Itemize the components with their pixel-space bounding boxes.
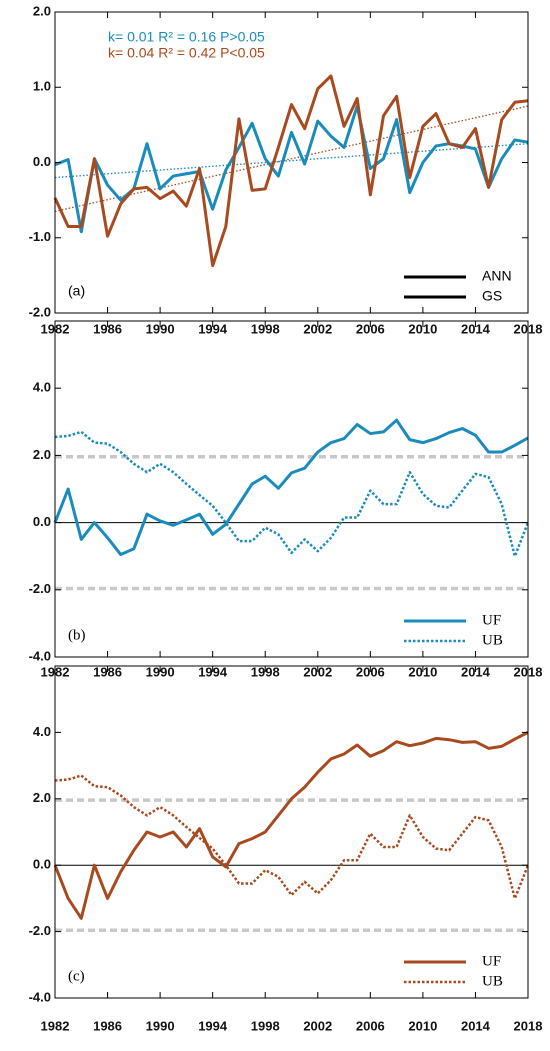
x-tick-label: 2018 <box>514 1018 543 1033</box>
y-tick-label: 2.0 <box>33 3 51 18</box>
x-tick-label: 1982 <box>41 1018 70 1033</box>
trend-line <box>54 143 529 179</box>
y-tick-label: -4.0 <box>29 989 51 1004</box>
panel-label: (c) <box>68 968 85 984</box>
series-line <box>54 430 530 558</box>
legend-label: UB <box>482 973 503 989</box>
x-tick-label: 1986 <box>93 1018 122 1033</box>
y-tick-label: 0.0 <box>33 514 51 529</box>
legend-label: UB <box>482 632 503 648</box>
y-tick-label: -2.0 <box>29 304 51 319</box>
panel-label: (b) <box>68 627 86 643</box>
y-tick-label: 2.0 <box>33 790 51 805</box>
x-tick-label: 2014 <box>461 321 491 336</box>
y-tick-label: 0.0 <box>33 154 51 169</box>
series-line <box>53 418 529 557</box>
x-tick-label: 1994 <box>198 1018 228 1033</box>
x-tick-label: 1990 <box>146 1018 175 1033</box>
y-tick-label: -4.0 <box>29 648 51 663</box>
y-tick-label: -1.0 <box>29 229 51 244</box>
legend-label: GS <box>482 288 502 304</box>
legend-label: UF <box>482 612 501 628</box>
x-tick-label: 1986 <box>93 321 122 336</box>
x-tick-label: 1998 <box>251 321 280 336</box>
x-tick-label: 1998 <box>251 1018 280 1033</box>
x-tick-label: 2014 <box>461 1018 491 1033</box>
x-tick-label: 1994 <box>198 321 228 336</box>
plot-frame <box>54 320 529 658</box>
x-tick-label: 2002 <box>303 321 332 336</box>
y-tick-label: -2.0 <box>29 923 51 938</box>
series-line <box>54 774 530 900</box>
y-tick-label: 4.0 <box>33 380 51 395</box>
plot-frame <box>54 665 529 999</box>
x-tick-label: 1990 <box>146 321 175 336</box>
legend-label: UF <box>482 953 501 969</box>
x-tick-label: 2002 <box>303 1018 332 1033</box>
panel-label: (a) <box>68 283 85 299</box>
y-tick-label: -2.0 <box>29 581 51 596</box>
x-tick-label: 2010 <box>408 321 437 336</box>
series-line <box>53 74 529 268</box>
x-tick-label: 2010 <box>408 1018 437 1033</box>
annotation: k= 0.01 R² = 0.16 P>0.05 <box>108 29 265 45</box>
y-tick-label: 2.0 <box>33 447 51 462</box>
x-tick-label: 2006 <box>356 1018 385 1033</box>
annotation: k= 0.04 R² = 0.42 P<0.05 <box>108 45 265 61</box>
x-tick-label: 2006 <box>356 321 385 336</box>
legend-label: ANN <box>482 268 512 284</box>
y-tick-label: 4.0 <box>33 724 51 739</box>
y-tick-label: 1.0 <box>33 79 51 94</box>
y-tick-label: 0.0 <box>33 857 51 872</box>
series-line <box>53 731 529 920</box>
series-line <box>54 104 529 234</box>
trend-line <box>54 105 529 213</box>
